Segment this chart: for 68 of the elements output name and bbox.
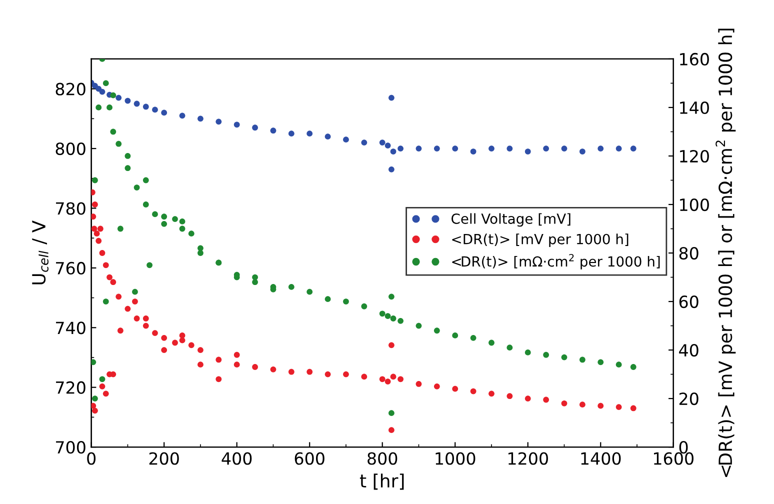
point — [198, 116, 204, 122]
point — [561, 146, 568, 152]
point — [434, 146, 440, 152]
y2-tick-label: 40 — [679, 344, 698, 357]
point — [179, 112, 186, 119]
y2-tick-label: 0 — [679, 441, 688, 454]
y-tick-label: 740 — [56, 322, 86, 334]
point — [152, 106, 158, 113]
y-tick-label: 800 — [56, 142, 86, 156]
y-tick-label: 700 — [56, 441, 86, 454]
point — [388, 94, 394, 101]
y2-tick-label: 160 — [680, 52, 709, 66]
x-tick-label: 600 — [294, 452, 324, 465]
point — [343, 136, 349, 143]
y2-tick-label: 20 — [679, 392, 698, 406]
point — [398, 146, 404, 152]
point — [234, 122, 240, 128]
y2-tick-label: 60 — [679, 295, 698, 308]
point — [579, 148, 586, 154]
x-axis-title: t [hr] — [360, 474, 404, 490]
x-tick-label: 1600 — [654, 452, 694, 465]
point — [543, 146, 550, 152]
legend-label: <DR(t)> [mV per 1000 h] — [452, 234, 628, 248]
y-tick-label: 720 — [56, 381, 86, 394]
x-tick-label: 1400 — [581, 452, 621, 465]
point — [134, 100, 140, 107]
legend-label: <DR(t)> [mΩ·cm$^{2}$ per 1000 h] — [452, 254, 660, 270]
point — [388, 166, 394, 172]
point — [524, 148, 531, 154]
point — [598, 146, 604, 152]
y-tick-label: 780 — [56, 202, 86, 215]
point — [124, 98, 131, 104]
point — [116, 94, 122, 101]
point — [142, 104, 149, 110]
point — [161, 110, 168, 116]
point — [361, 140, 368, 146]
x-tick-label: 800 — [368, 452, 398, 465]
y-tick-label: 760 — [56, 262, 86, 275]
y2-axis-title: <DR(t)> [mV per 1000 h] or [mΩ·cm$^{2}$ per 1000 h] — [716, 28, 736, 478]
point — [270, 128, 276, 134]
x-tick-label: 1200 — [508, 452, 548, 465]
point — [470, 148, 476, 154]
x-tick-label: 400 — [222, 452, 252, 465]
point — [324, 134, 331, 140]
y2-tick-label: 80 — [679, 246, 698, 260]
point — [390, 148, 396, 154]
y2-tick-label: 140 — [680, 101, 709, 114]
point — [630, 146, 636, 152]
point — [288, 130, 294, 137]
point — [416, 146, 422, 152]
x-tick-label: 1000 — [436, 452, 476, 465]
y2-tick-label: 100 — [680, 198, 709, 212]
point — [616, 146, 622, 152]
point — [488, 146, 494, 152]
x-tick-label: 0 — [87, 452, 96, 465]
x-tick-label: 200 — [149, 452, 179, 465]
point — [452, 146, 458, 152]
point — [216, 118, 222, 125]
point — [252, 124, 258, 131]
point — [306, 130, 313, 137]
point — [384, 142, 391, 148]
point — [379, 140, 386, 146]
y2-tick-label: 120 — [680, 150, 709, 163]
point — [99, 88, 106, 95]
point — [506, 146, 513, 152]
y-tick-label: 820 — [56, 82, 86, 96]
y-axis-title: U$_{cell}$ / V — [32, 220, 48, 284]
legend-label: Cell Voltage [mV] — [452, 213, 570, 227]
